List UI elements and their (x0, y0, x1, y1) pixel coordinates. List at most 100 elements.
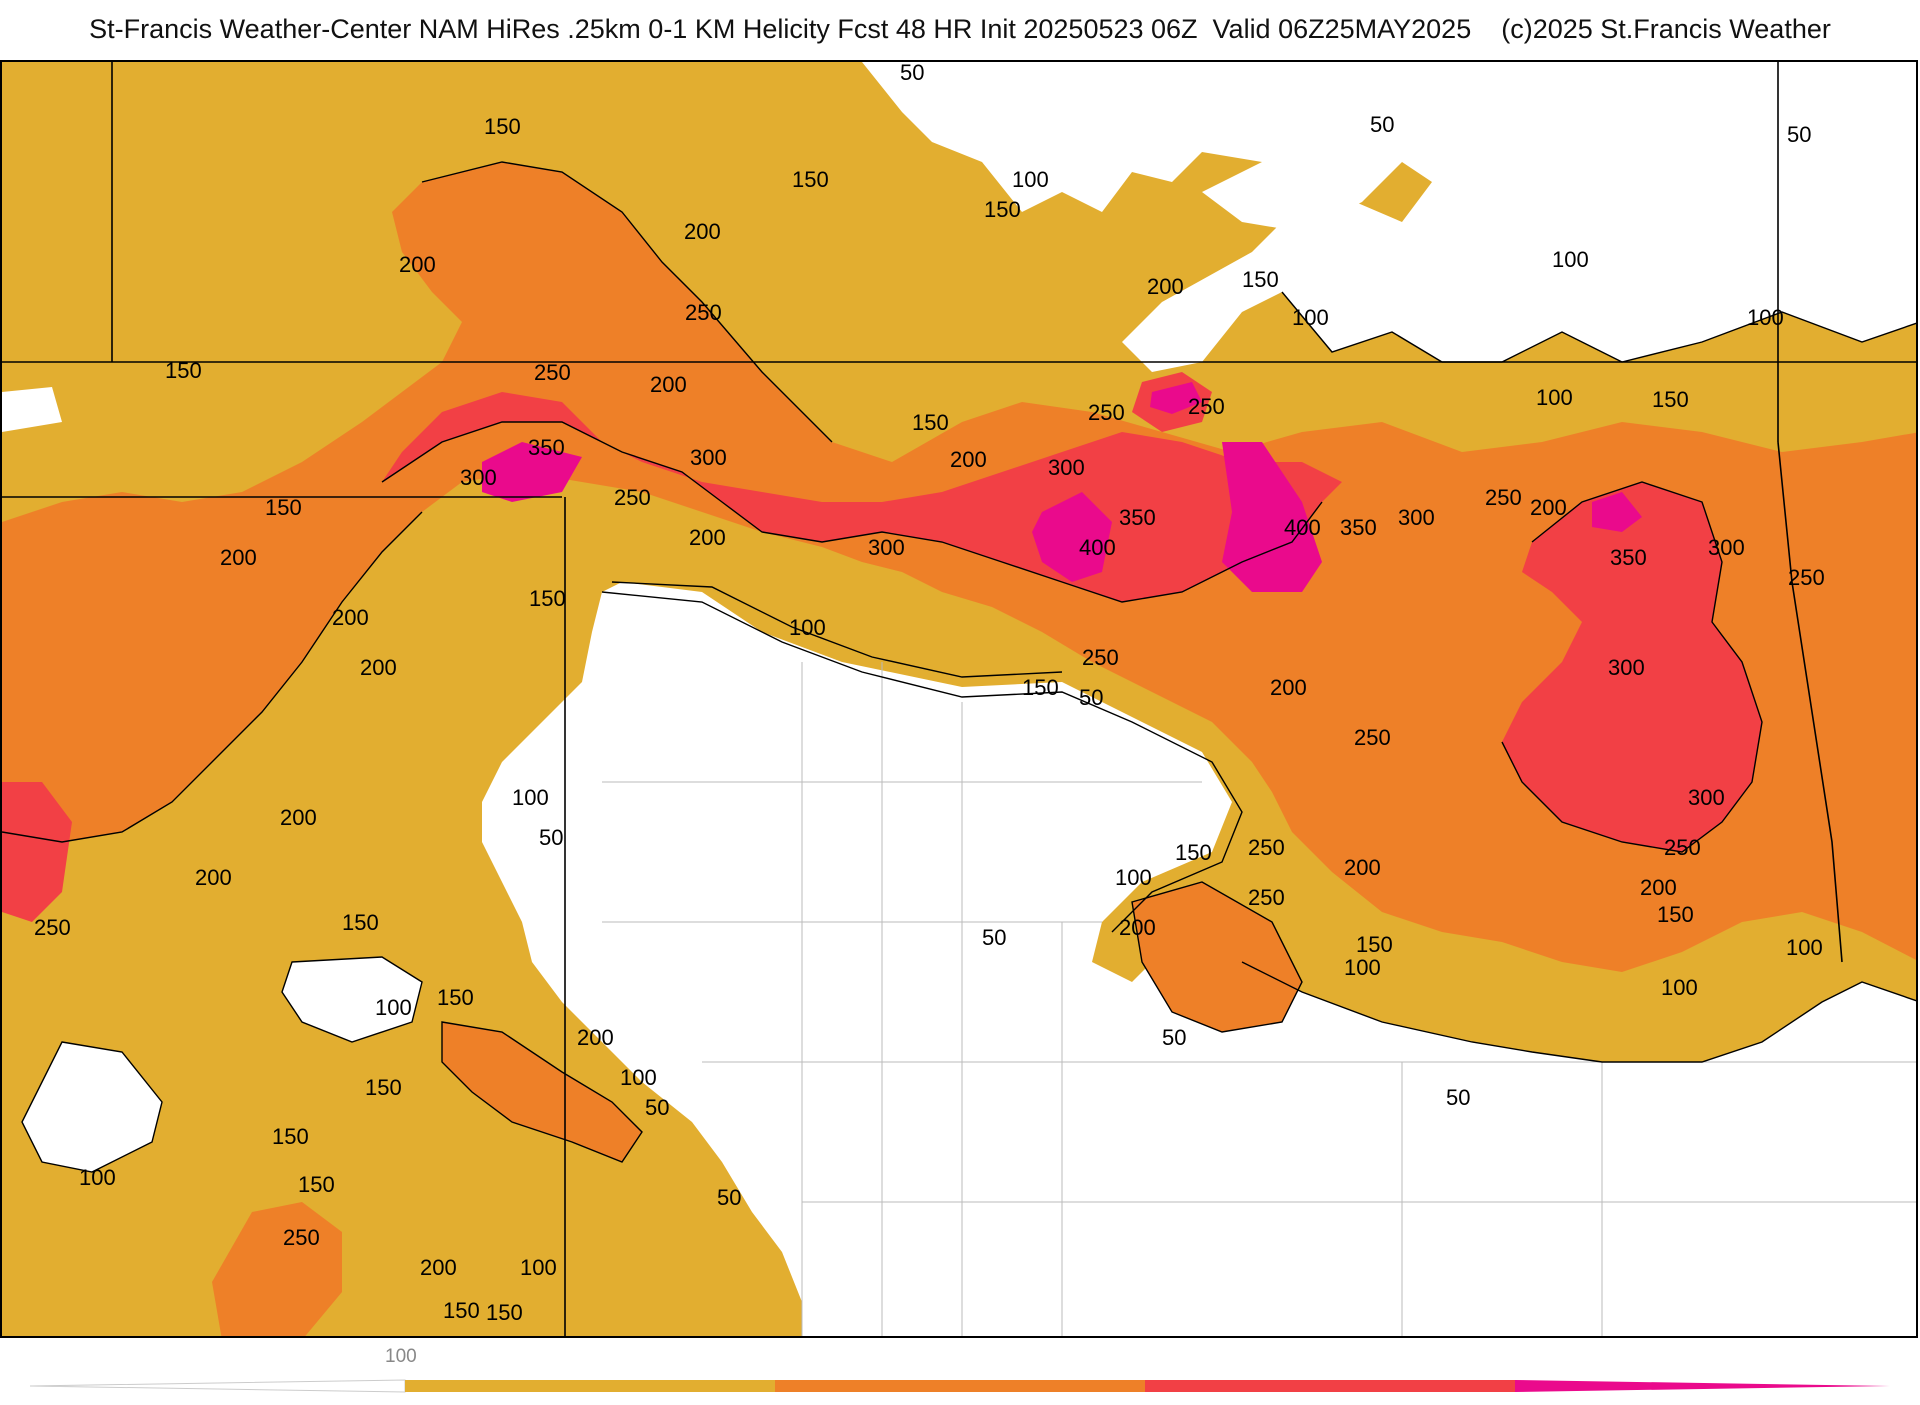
contour-label: 400 (1079, 535, 1116, 560)
contour-label: 200 (1270, 675, 1307, 700)
contour-label: 100 (789, 615, 826, 640)
contour-label: 100 (1536, 385, 1573, 410)
helicity-map: 50 50 50 150 150 150 150 150 150 150 150… (0, 60, 1918, 1338)
contour-label: 150 (342, 910, 379, 935)
contour-label: 200 (1119, 915, 1156, 940)
band-300-east (1502, 482, 1762, 852)
contour-label: 50 (1370, 112, 1394, 137)
contour-label: 150 (272, 1124, 309, 1149)
contour-label: 150 (1657, 902, 1694, 927)
contour-label: 250 (34, 915, 71, 940)
contour-label: 100 (520, 1255, 557, 1280)
contour-label: 150 (486, 1300, 523, 1325)
band-low-southwest (22, 1042, 162, 1172)
band-400-e (1150, 382, 1202, 414)
contour-label: 300 (1688, 785, 1725, 810)
contour-label: 200 (399, 252, 436, 277)
contour-label: 250 (1485, 485, 1522, 510)
contour-label: 200 (1147, 274, 1184, 299)
contour-label: 300 (1608, 655, 1645, 680)
contour-label: 300 (460, 465, 497, 490)
contour-label: 150 (484, 114, 521, 139)
state-boundaries (2, 62, 1916, 1336)
contour-label: 100 (512, 785, 549, 810)
contour-label: 200 (650, 372, 687, 397)
contour-label: 100 (1786, 935, 1823, 960)
county-lines (602, 662, 1916, 1336)
contour-label: 200 (280, 805, 317, 830)
contour-label: 100 (1661, 975, 1698, 1000)
contour-lines (2, 161, 1916, 1173)
contour-label: 150 (912, 410, 949, 435)
band-400-c (1222, 442, 1322, 592)
contour-label: 200 (684, 219, 721, 244)
contour-label: 250 (1088, 400, 1125, 425)
contour-label: 150 (437, 985, 474, 1010)
contour-label: 150 (1022, 675, 1059, 700)
contour-label: 150 (792, 167, 829, 192)
contour-label: 350 (1119, 505, 1156, 530)
contour-label: 150 (529, 586, 566, 611)
contour-label: 100 (1115, 865, 1152, 890)
contour-label: 100 (1012, 167, 1049, 192)
contour-label: 100 (1292, 305, 1329, 330)
band-400-b (1032, 492, 1112, 582)
band-400-a (482, 442, 582, 502)
contour-label: 100 (1552, 247, 1589, 272)
contour-label: 250 (1248, 835, 1285, 860)
band-low-swpatch (282, 957, 422, 1042)
contour-label: 100 (1747, 305, 1784, 330)
contour-label: 200 (220, 545, 257, 570)
contour-label: 50 (539, 825, 563, 850)
band-low-west (2, 387, 62, 432)
contour-label: 250 (1248, 885, 1285, 910)
contour-label: 300 (1708, 535, 1745, 560)
legend-tick-label: 100 (385, 1346, 417, 1367)
contour-label: 50 (1162, 1025, 1186, 1050)
contour-label: 50 (1079, 685, 1103, 710)
contour-label: 100 (375, 995, 412, 1020)
contour-label: 300 (1398, 505, 1435, 530)
contour-label: 250 (1082, 645, 1119, 670)
contour-label: 50 (717, 1185, 741, 1210)
contour-label: 150 (1242, 267, 1279, 292)
contour-label: 200 (1344, 855, 1381, 880)
contour-label: 150 (984, 197, 1021, 222)
contour-label: 250 (283, 1225, 320, 1250)
contour-label: 50 (982, 925, 1006, 950)
band-200-south (442, 1022, 642, 1162)
contour-label: 200 (420, 1255, 457, 1280)
map-title: St-Francis Weather-Center NAM HiRes .25k… (89, 14, 1831, 44)
contour-label: 50 (1446, 1085, 1470, 1110)
band-300-farwest (2, 782, 72, 922)
contour-label: 150 (1652, 387, 1689, 412)
contour-label: 400 (1284, 515, 1321, 540)
contour-label: 200 (1530, 495, 1567, 520)
contour-label: 200 (1640, 875, 1677, 900)
contour-label: 300 (690, 445, 727, 470)
contour-label: 250 (685, 300, 722, 325)
legend (0, 1338, 1920, 1400)
contour-label: 250 (534, 360, 571, 385)
contour-label: 350 (1340, 515, 1377, 540)
contour-label: 250 (1664, 835, 1701, 860)
contour-label: 300 (868, 535, 905, 560)
band-200-southwest (212, 1202, 342, 1336)
contour-label: 100 (620, 1065, 657, 1090)
contour-label: 150 (165, 358, 202, 383)
contour-label: 150 (1175, 840, 1212, 865)
legend-band-400 (1515, 1380, 1890, 1392)
contour-labels: 50 50 50 150 150 150 150 150 150 150 150… (34, 62, 1825, 1325)
contour-label: 100 (79, 1165, 116, 1190)
contour-label: 350 (1610, 545, 1647, 570)
map-canvas: 50 50 50 150 150 150 150 150 150 150 150… (2, 62, 1916, 1336)
contour-label: 300 (1048, 455, 1085, 480)
contour-label: 250 (1354, 725, 1391, 750)
contour-label: 350 (528, 435, 565, 460)
legend-bar (29, 1379, 1890, 1393)
band-200-north (2, 162, 1916, 972)
contour-label: 200 (577, 1025, 614, 1050)
contour-label: 250 (614, 485, 651, 510)
contour-label: 200 (360, 655, 397, 680)
legend-band-100 (405, 1380, 775, 1392)
